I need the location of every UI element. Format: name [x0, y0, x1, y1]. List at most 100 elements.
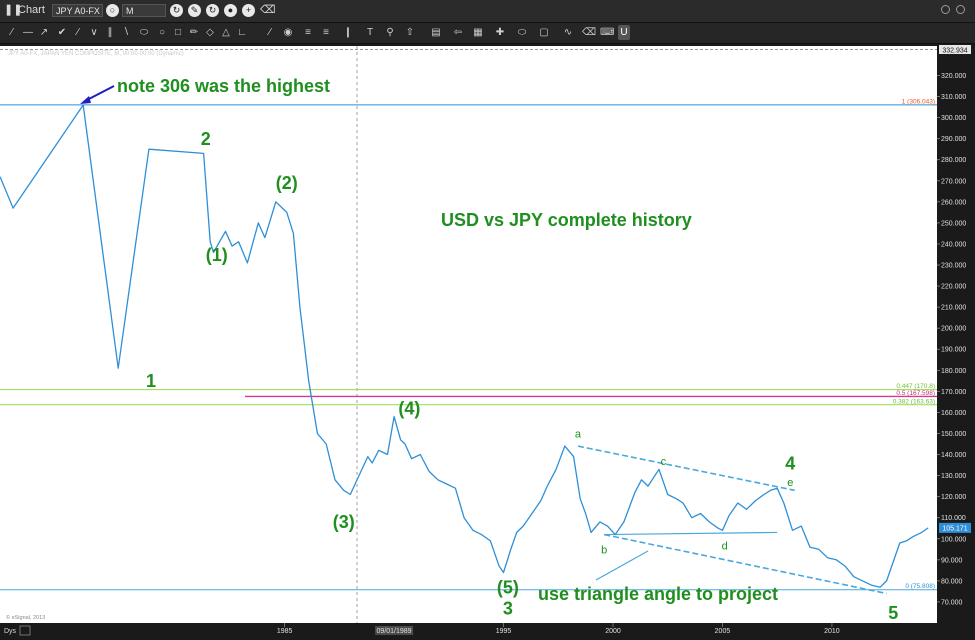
up-arrow-tool-icon[interactable]: ⇧	[405, 27, 415, 38]
y-tick-label: 80.000	[941, 578, 963, 585]
y-tick-label: 100.000	[941, 536, 966, 543]
highest-note-arrow	[84, 85, 115, 102]
pitchfork-tool-icon[interactable]: ∨	[90, 27, 98, 38]
level-label: 0.382 (163.63)	[893, 398, 935, 405]
top-value: 332.934	[942, 48, 967, 55]
y-tick-label: 70.000	[941, 599, 963, 606]
y-tick-label: 280.000	[941, 157, 966, 164]
grid-tool-icon[interactable]: ▦	[473, 27, 483, 38]
level-label: 0.5 (167.598)	[896, 390, 935, 397]
wave-label: (1)	[206, 245, 228, 265]
y-tick-label: 110.000	[941, 515, 966, 522]
triangle-tool-icon[interactable]: △	[222, 27, 230, 38]
pause-icon[interactable]: ❚❚	[4, 4, 23, 16]
level-label: 0.447 (170.8)	[896, 383, 935, 390]
y-tick-label: 150.000	[941, 431, 966, 438]
y-tick-label: 230.000	[941, 263, 966, 270]
symbol-link-icon[interactable]: ○	[106, 4, 119, 17]
eraser-icon[interactable]: ⌫	[260, 4, 276, 16]
highest-note: note 306 was the highest	[117, 76, 330, 96]
triangle-note: use triangle angle to project	[538, 584, 778, 604]
parallel-tool-icon[interactable]: ∥	[107, 27, 113, 38]
x-tick-label: 1995	[496, 628, 512, 635]
diamond-tool-icon[interactable]: ◇	[206, 27, 214, 38]
label-tool-icon[interactable]: ⚲	[386, 27, 394, 38]
add-icon[interactable]: +	[242, 4, 255, 17]
polyline-tool-icon[interactable]: ✔	[57, 27, 67, 38]
triangle-upper-line	[577, 445, 795, 492]
cross-tool-icon[interactable]: ✚	[495, 27, 505, 38]
cycle-lines-tool-icon[interactable]: ❙	[343, 27, 353, 38]
price-line	[0, 104, 929, 588]
level-label: 0 (75.808)	[905, 583, 935, 590]
minimize-window-icon[interactable]	[941, 5, 950, 14]
ray-tool-icon[interactable]: —	[23, 27, 33, 38]
gann-tool-icon[interactable]: ∕	[269, 27, 271, 38]
ellipse-tool-icon[interactable]: ⬭	[139, 27, 149, 38]
y-tick-label: 270.000	[941, 178, 966, 185]
fib-extension-tool-icon[interactable]: ≡	[323, 27, 329, 38]
refresh-icon[interactable]: ↻	[170, 4, 183, 17]
price-axis: 70.000 80.000 90.000 100.000 110.000 120.000 1…	[937, 73, 966, 606]
eraser-tool-icon[interactable]: ⌫	[582, 27, 597, 38]
last-value-badge	[939, 522, 971, 533]
time-scroll-icon[interactable]	[19, 625, 31, 636]
box-tool-icon[interactable]: ▢	[539, 27, 549, 38]
y-tick-label: 210.000	[941, 305, 966, 312]
keyboard-icon[interactable]: ⌨	[600, 27, 615, 38]
back-arrow-tool-icon[interactable]: ⇦	[453, 27, 463, 38]
triangle-point-label: c	[661, 456, 667, 468]
triangle-lower-line	[604, 531, 778, 536]
y-tick-label: 200.000	[941, 326, 966, 333]
triangle-projection-line	[604, 533, 887, 595]
x-tick-label: 09/01/1989	[377, 628, 412, 635]
oval-tool-icon[interactable]: ⬭	[517, 27, 527, 38]
fib-levels: 1 (306.043) 0.447 (170.8)0.5 (167.598)0.3…	[0, 98, 937, 591]
triangle-point-label: b	[601, 545, 607, 557]
wave-label: (4)	[398, 399, 420, 419]
y-tick-label: 290.000	[941, 136, 966, 143]
channel-tool-icon[interactable]: ∕	[77, 27, 79, 38]
line-tool-icon[interactable]: ⁄	[11, 27, 13, 38]
circle-tool-icon[interactable]: ○	[158, 27, 166, 38]
brush-tool-icon[interactable]: ✏	[189, 27, 199, 38]
level-label: 1 (306.043)	[902, 98, 935, 105]
triangle-point-label: d	[722, 540, 728, 552]
zigzag-tool-icon[interactable]: ∿	[563, 27, 573, 38]
wave-label: 3	[503, 599, 513, 619]
fibonacci-fan-tool-icon[interactable]: ∟	[237, 27, 247, 38]
zoom-icon[interactable]: ●	[224, 4, 237, 17]
fib-retracement-tool-icon[interactable]: ≡	[305, 27, 311, 38]
draw-pencil-icon[interactable]: ✎	[188, 4, 201, 17]
chart-area[interactable]: JPY A0-FX, JAPAN YEN COMPOSITE, M, 00:00…	[0, 44, 975, 640]
title-bar: ❚❚ Chart JPY A0-FX ○ M ↻ ✎ ↻ ● + ⌫	[0, 0, 975, 23]
wave-label: 5	[888, 603, 898, 623]
copyright: © eSignal, 2013	[6, 614, 45, 621]
cursor-date-badge	[375, 626, 414, 635]
triangle-point-label: e	[787, 477, 793, 489]
text-tool-icon[interactable]: T	[366, 27, 374, 38]
triangle-point-label: a	[575, 429, 582, 441]
x-tick-label: 2010	[824, 628, 840, 635]
highest-note-arrowhead-icon	[80, 96, 91, 104]
y-tick-label: 130.000	[941, 473, 966, 480]
u-button[interactable]: U	[618, 25, 630, 40]
maximize-window-icon[interactable]	[956, 5, 965, 14]
speed-lines-tool-icon[interactable]: ∖	[122, 27, 130, 38]
rectangle-tool-icon[interactable]: □	[174, 27, 182, 38]
last-value: 105.171	[942, 525, 967, 532]
y-tick-label: 320.000	[941, 73, 966, 80]
y-tick-label: 220.000	[941, 284, 966, 291]
symbol-input[interactable]: JPY A0-FX	[52, 4, 103, 17]
price-series	[0, 104, 929, 588]
magnet-tool-icon[interactable]: ▤	[431, 27, 441, 38]
arrow-line-tool-icon[interactable]: ↗	[39, 27, 49, 38]
cursor-icon[interactable]: ↻	[206, 4, 219, 17]
y-tick-label: 120.000	[941, 494, 966, 501]
y-tick-label: 310.000	[941, 94, 966, 101]
target-tool-icon[interactable]: ◉	[283, 27, 293, 38]
y-tick-label: 250.000	[941, 220, 966, 227]
x-tick-label: 2005	[715, 628, 731, 635]
drawing-toolbar: ⁄ — ↗ ✔ ∕ ∨ ∥ ∖ ⬭ ○ □ ✏ ◇ △ ∟ ∕ ◉ ≡ ≡ ❙ …	[0, 23, 975, 44]
interval-select[interactable]: M	[122, 4, 166, 17]
